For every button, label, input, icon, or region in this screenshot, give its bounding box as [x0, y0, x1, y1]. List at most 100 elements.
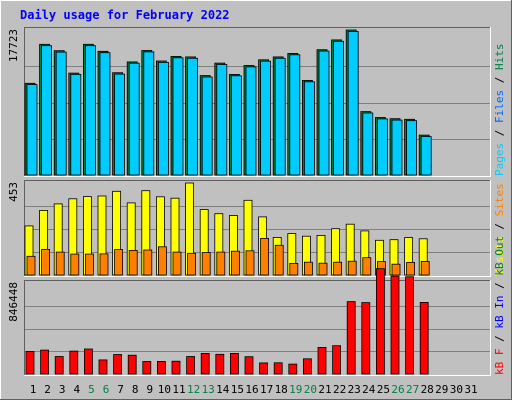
- panel-bot-legend: kB F / kB In / kB Out: [493, 236, 506, 375]
- x-tick-label-day-29: 29: [435, 383, 448, 396]
- x-tick-label-day-9: 9: [146, 383, 153, 396]
- bar-top-files-day-10: [157, 62, 169, 176]
- panel-bot-legend-entry-0: kB F: [493, 349, 506, 376]
- x-tick-label-day-18: 18: [275, 383, 288, 396]
- x-tick-label-day-24: 24: [362, 383, 376, 396]
- bar-bot-kb-f-day-9: [142, 361, 152, 375]
- bar-bot-kb-f-day-15: [229, 352, 239, 375]
- bar-bot-kb-f-day-21: [317, 346, 327, 375]
- bar-bot-kb-f-day-17: [259, 362, 269, 375]
- bar-bot-kb-f-day-13: [200, 352, 210, 375]
- x-tick-label-day-16: 16: [245, 383, 258, 396]
- x-tick-label-day-23: 23: [348, 383, 361, 396]
- bar-mid-sites-day-12: [187, 252, 197, 276]
- bar-mid-sites-day-8: [128, 249, 138, 276]
- bar-mid-sites-day-20: [303, 261, 313, 276]
- bar-top-files-day-27: [406, 120, 418, 176]
- x-tick-label-day-19: 19: [289, 383, 302, 396]
- panel-top-ymax-label: 17723: [7, 29, 20, 62]
- bar-bot-kb-f-day-16: [244, 356, 254, 375]
- bar-top-files-day-6: [99, 52, 111, 176]
- bar-mid-sites-day-10: [157, 246, 167, 276]
- bar-bot-kb-f-day-1: [25, 351, 35, 375]
- bar-top-files-day-13: [201, 76, 213, 176]
- bar-mid-sites-day-24: [362, 257, 372, 276]
- bar-mid-sites-day-17: [260, 237, 270, 276]
- bar-bot-kb-f-day-8: [127, 354, 137, 375]
- bar-bot-kb-f-day-28: [419, 301, 429, 375]
- bar-bot-kb-f-day-25: [375, 268, 385, 375]
- bar-bot-kb-f-day-26: [390, 275, 400, 375]
- bar-bot-kb-f-day-5: [84, 348, 93, 375]
- panel-bot-legend-entry-1: /: [493, 329, 506, 349]
- bar-top-files-day-14: [216, 64, 228, 176]
- bar-mid-sites-day-4: [70, 253, 80, 276]
- x-axis-day-labels: 1 2 3 4 5 6 7 8 9 10 11 12 13 14 15 16 17 18 19 20 21 22 23 24 2…: [30, 383, 478, 396]
- bar-bot-kb-f-day-12: [186, 356, 196, 375]
- series-kb-f: [25, 268, 429, 375]
- bar-mid-sites-day-19: [289, 262, 299, 276]
- bar-mid-sites-day-11: [172, 251, 182, 276]
- bar-top-files-day-7: [114, 73, 125, 176]
- panel-mid-ymax-label: 453: [7, 182, 20, 202]
- x-tick-label-day-21: 21: [318, 383, 331, 396]
- bar-bot-kb-f-day-10: [156, 360, 166, 375]
- panel-top-legend-entry-0: Pages: [493, 143, 506, 176]
- bar-top-files-day-5: [85, 45, 96, 176]
- bar-mid-sites-day-22: [333, 261, 343, 276]
- bar-top-files-day-1: [26, 84, 38, 176]
- bar-mid-sites-day-15: [230, 250, 240, 276]
- bar-bot-kb-f-day-23: [346, 301, 356, 375]
- bar-bot-kb-f-day-18: [273, 362, 283, 375]
- bar-bot-kb-f-day-3: [54, 356, 64, 375]
- bar-mid-sites-day-13: [201, 252, 211, 276]
- bar-top-files-day-2: [41, 45, 52, 176]
- bar-top-files-day-15: [230, 75, 242, 176]
- bar-top-files-day-24: [362, 112, 374, 176]
- x-tick-label-day-1: 1: [30, 383, 37, 396]
- series-sites: [26, 237, 430, 276]
- x-tick-label-day-20: 20: [304, 383, 317, 396]
- x-tick-label-day-31: 31: [464, 383, 477, 396]
- x-tick-label-day-25: 25: [377, 383, 390, 396]
- bar-top-files-day-16: [245, 66, 257, 176]
- bar-top-files-day-21: [318, 50, 330, 176]
- panel-bot-legend-entry-3: /: [493, 276, 506, 296]
- x-tick-label-day-10: 10: [158, 383, 171, 396]
- bar-mid-sites-day-21: [318, 262, 328, 276]
- panel-mid-legend-entry-0: Visits: [493, 236, 506, 276]
- bar-top-files-day-23: [347, 30, 359, 176]
- x-tick-label-day-7: 7: [117, 383, 124, 396]
- x-tick-label-day-27: 27: [406, 383, 419, 396]
- panel-mid-legend: Visits / Sites: [493, 183, 506, 276]
- x-tick-label-day-22: 22: [333, 383, 346, 396]
- bar-mid-sites-day-26: [391, 263, 401, 276]
- bar-mid-sites-day-27: [406, 261, 416, 276]
- x-tick-label-day-6: 6: [103, 383, 110, 396]
- x-tick-label-day-17: 17: [260, 383, 273, 396]
- bar-bot-kb-f-day-22: [332, 345, 342, 375]
- x-tick-label-day-15: 15: [231, 383, 244, 396]
- panel-top-legend: Pages / Files / Hits: [493, 44, 506, 177]
- bar-top-files-day-20: [303, 81, 315, 176]
- x-tick-label-day-8: 8: [132, 383, 139, 396]
- panel-bot-legend-entry-4: kB Out: [493, 236, 506, 276]
- bar-bot-kb-f-day-4: [69, 350, 79, 375]
- bar-top-files-day-4: [70, 74, 82, 176]
- x-tick-label-day-3: 3: [59, 383, 66, 396]
- bar-top-files-day-9: [143, 51, 155, 176]
- x-tick-label-day-11: 11: [172, 383, 185, 396]
- bar-top-files-day-19: [289, 54, 301, 176]
- x-tick-label-day-13: 13: [202, 383, 215, 396]
- bar-mid-sites-day-23: [347, 260, 357, 276]
- bar-mid-sites-day-3: [55, 251, 65, 276]
- bar-bot-kb-f-day-7: [113, 354, 122, 375]
- panel-top-legend-entry-2: Files: [493, 90, 506, 123]
- bar-top-files-day-22: [333, 40, 345, 176]
- x-tick-label-day-4: 4: [73, 383, 80, 396]
- x-tick-label-day-14: 14: [216, 383, 230, 396]
- bar-mid-sites-day-9: [143, 249, 153, 276]
- panel-top-legend-entry-3: /: [493, 70, 506, 90]
- bar-bot-kb-f-day-27: [405, 276, 415, 375]
- x-tick-label-day-2: 2: [44, 383, 51, 396]
